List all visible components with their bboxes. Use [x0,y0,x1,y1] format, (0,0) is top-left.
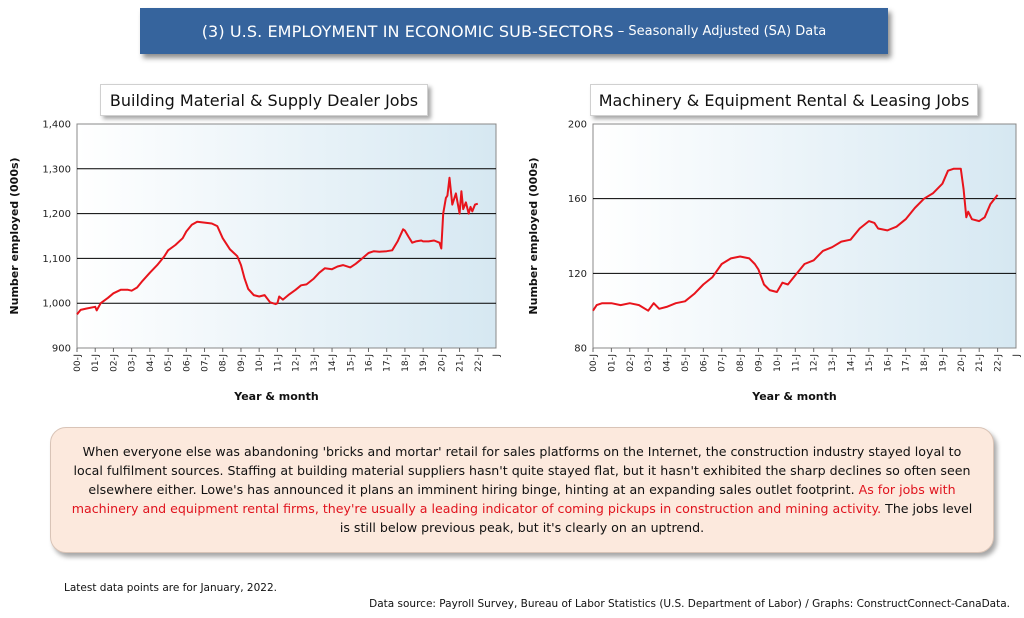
x-tick-label: 00-J [73,354,83,372]
building-material-jobs-chart: 900 1,000 1,100 1,200 1,300 1,400 00-J 01-J 02-J… [8,120,502,404]
x-tick-label: 04-J [146,354,156,372]
x-tick-label: 11-J [273,354,283,372]
latest-data-note: Latest data points are for January, 2022… [64,582,277,594]
commentary-box: When everyone else was abandoning 'brick… [50,427,994,553]
x-tick-label: 02-J [109,354,119,372]
x-tick-label: 03-J [644,354,654,372]
x-tick-label: 19-J [419,354,429,372]
y-tick-label: 1,300 [42,164,71,175]
y-tick-label: 80 [574,344,587,355]
x-tick-label: 13-J [828,354,838,372]
x-tick-label: 03-J [128,354,138,372]
x-tick-label: 22-J [994,354,1004,372]
x-tick-label: 09-J [755,354,765,372]
x-tick-label: 15-J [346,354,356,372]
x-tick-label: 15-J [865,354,875,372]
plot-area [592,123,1017,349]
x-tick-label: 21-J [975,354,985,372]
banner-subtitle: – Seasonally Adjusted (SA) Data [617,23,827,39]
x-tick-label: 04-J [663,354,673,372]
y-tick-label: 120 [568,269,587,280]
x-tick-label: 12-J [810,354,820,372]
y-tick-label: 1,400 [42,120,71,131]
y-axis-label: Number employed (000s) [8,157,21,314]
x-tick-label: J [1012,354,1022,358]
x-tick-label: 17-J [383,354,393,372]
machinery-rental-jobs-chart: 80 120 160 200 00-J 01-J 02-J 03-J 04-J 05-J 06-J 0… [527,120,1022,404]
x-tick-label: 10-J [773,354,783,372]
x-tick-label: 02-J [626,354,636,372]
y-tick-label: 200 [568,120,587,131]
x-tick-label: 13-J [310,354,320,372]
data-source-note: Data source: Payroll Survey, Bureau of L… [369,598,1010,610]
x-tick-label: 20-J [437,354,447,372]
x-tick-label: 09-J [237,354,247,372]
x-tick-label: J [492,354,502,358]
plot-area [76,123,497,349]
y-tick-label: 900 [52,344,71,355]
x-tick-label: 18-J [401,354,411,372]
y-tick-label: 1,000 [42,299,71,310]
commentary-tail: The jobs level is still below previous p… [339,501,973,535]
banner-title: (3) U.S. EMPLOYMENT IN ECONOMIC SUB-SECT… [201,21,614,41]
x-tick-label: 11-J [791,354,801,372]
commentary-highlight: As for jobs with machinery and equipment… [71,482,956,516]
x-tick-label: 08-J [736,354,746,372]
x-tick-label: 10-J [255,354,265,372]
x-axis-label: Year & month [751,390,836,403]
y-axis-label: Number employed (000s) [527,157,540,314]
x-tick-label: 06-J [182,354,192,372]
x-tick-label: 20-J [957,354,967,372]
x-tick-label: 05-J [164,354,174,372]
x-tick-label: 01-J [91,354,101,372]
x-tick-label: 00-J [589,354,599,372]
x-tick-label: 07-J [201,354,211,372]
x-tick-label: 14-J [846,354,856,372]
y-tick-label: 1,200 [42,209,71,220]
y-tick-label: 160 [568,194,587,205]
commentary-text: When everyone else was abandoning 'brick… [73,444,971,497]
x-tick-label: 01-J [607,354,617,372]
x-tick-label: 16-J [364,354,374,372]
x-tick-label: 06-J [699,354,709,372]
x-tick-label: 19-J [938,354,948,372]
series-line [592,167,999,312]
x-tick-label: 07-J [718,354,728,372]
x-tick-label: 16-J [883,354,893,372]
x-tick-label: 17-J [902,354,912,372]
chart-title-building-material: Building Material & Supply Dealer Jobs [100,84,428,116]
x-tick-label: 05-J [681,354,691,372]
x-tick-label: 22-J [474,354,484,372]
x-tick-label: 08-J [219,354,229,372]
chart-title-machinery-rental: Machinery & Equipment Rental & Leasing J… [590,84,978,116]
y-tick-label: 1,100 [42,254,71,265]
x-tick-label: 12-J [292,354,302,372]
series-line [76,176,479,316]
header-banner: (3) U.S. EMPLOYMENT IN ECONOMIC SUB-SECT… [140,8,888,54]
x-tick-label: 14-J [328,354,338,372]
x-tick-label: 21-J [456,354,466,372]
x-tick-label: 18-J [920,354,930,372]
x-axis-label: Year & month [233,390,318,403]
